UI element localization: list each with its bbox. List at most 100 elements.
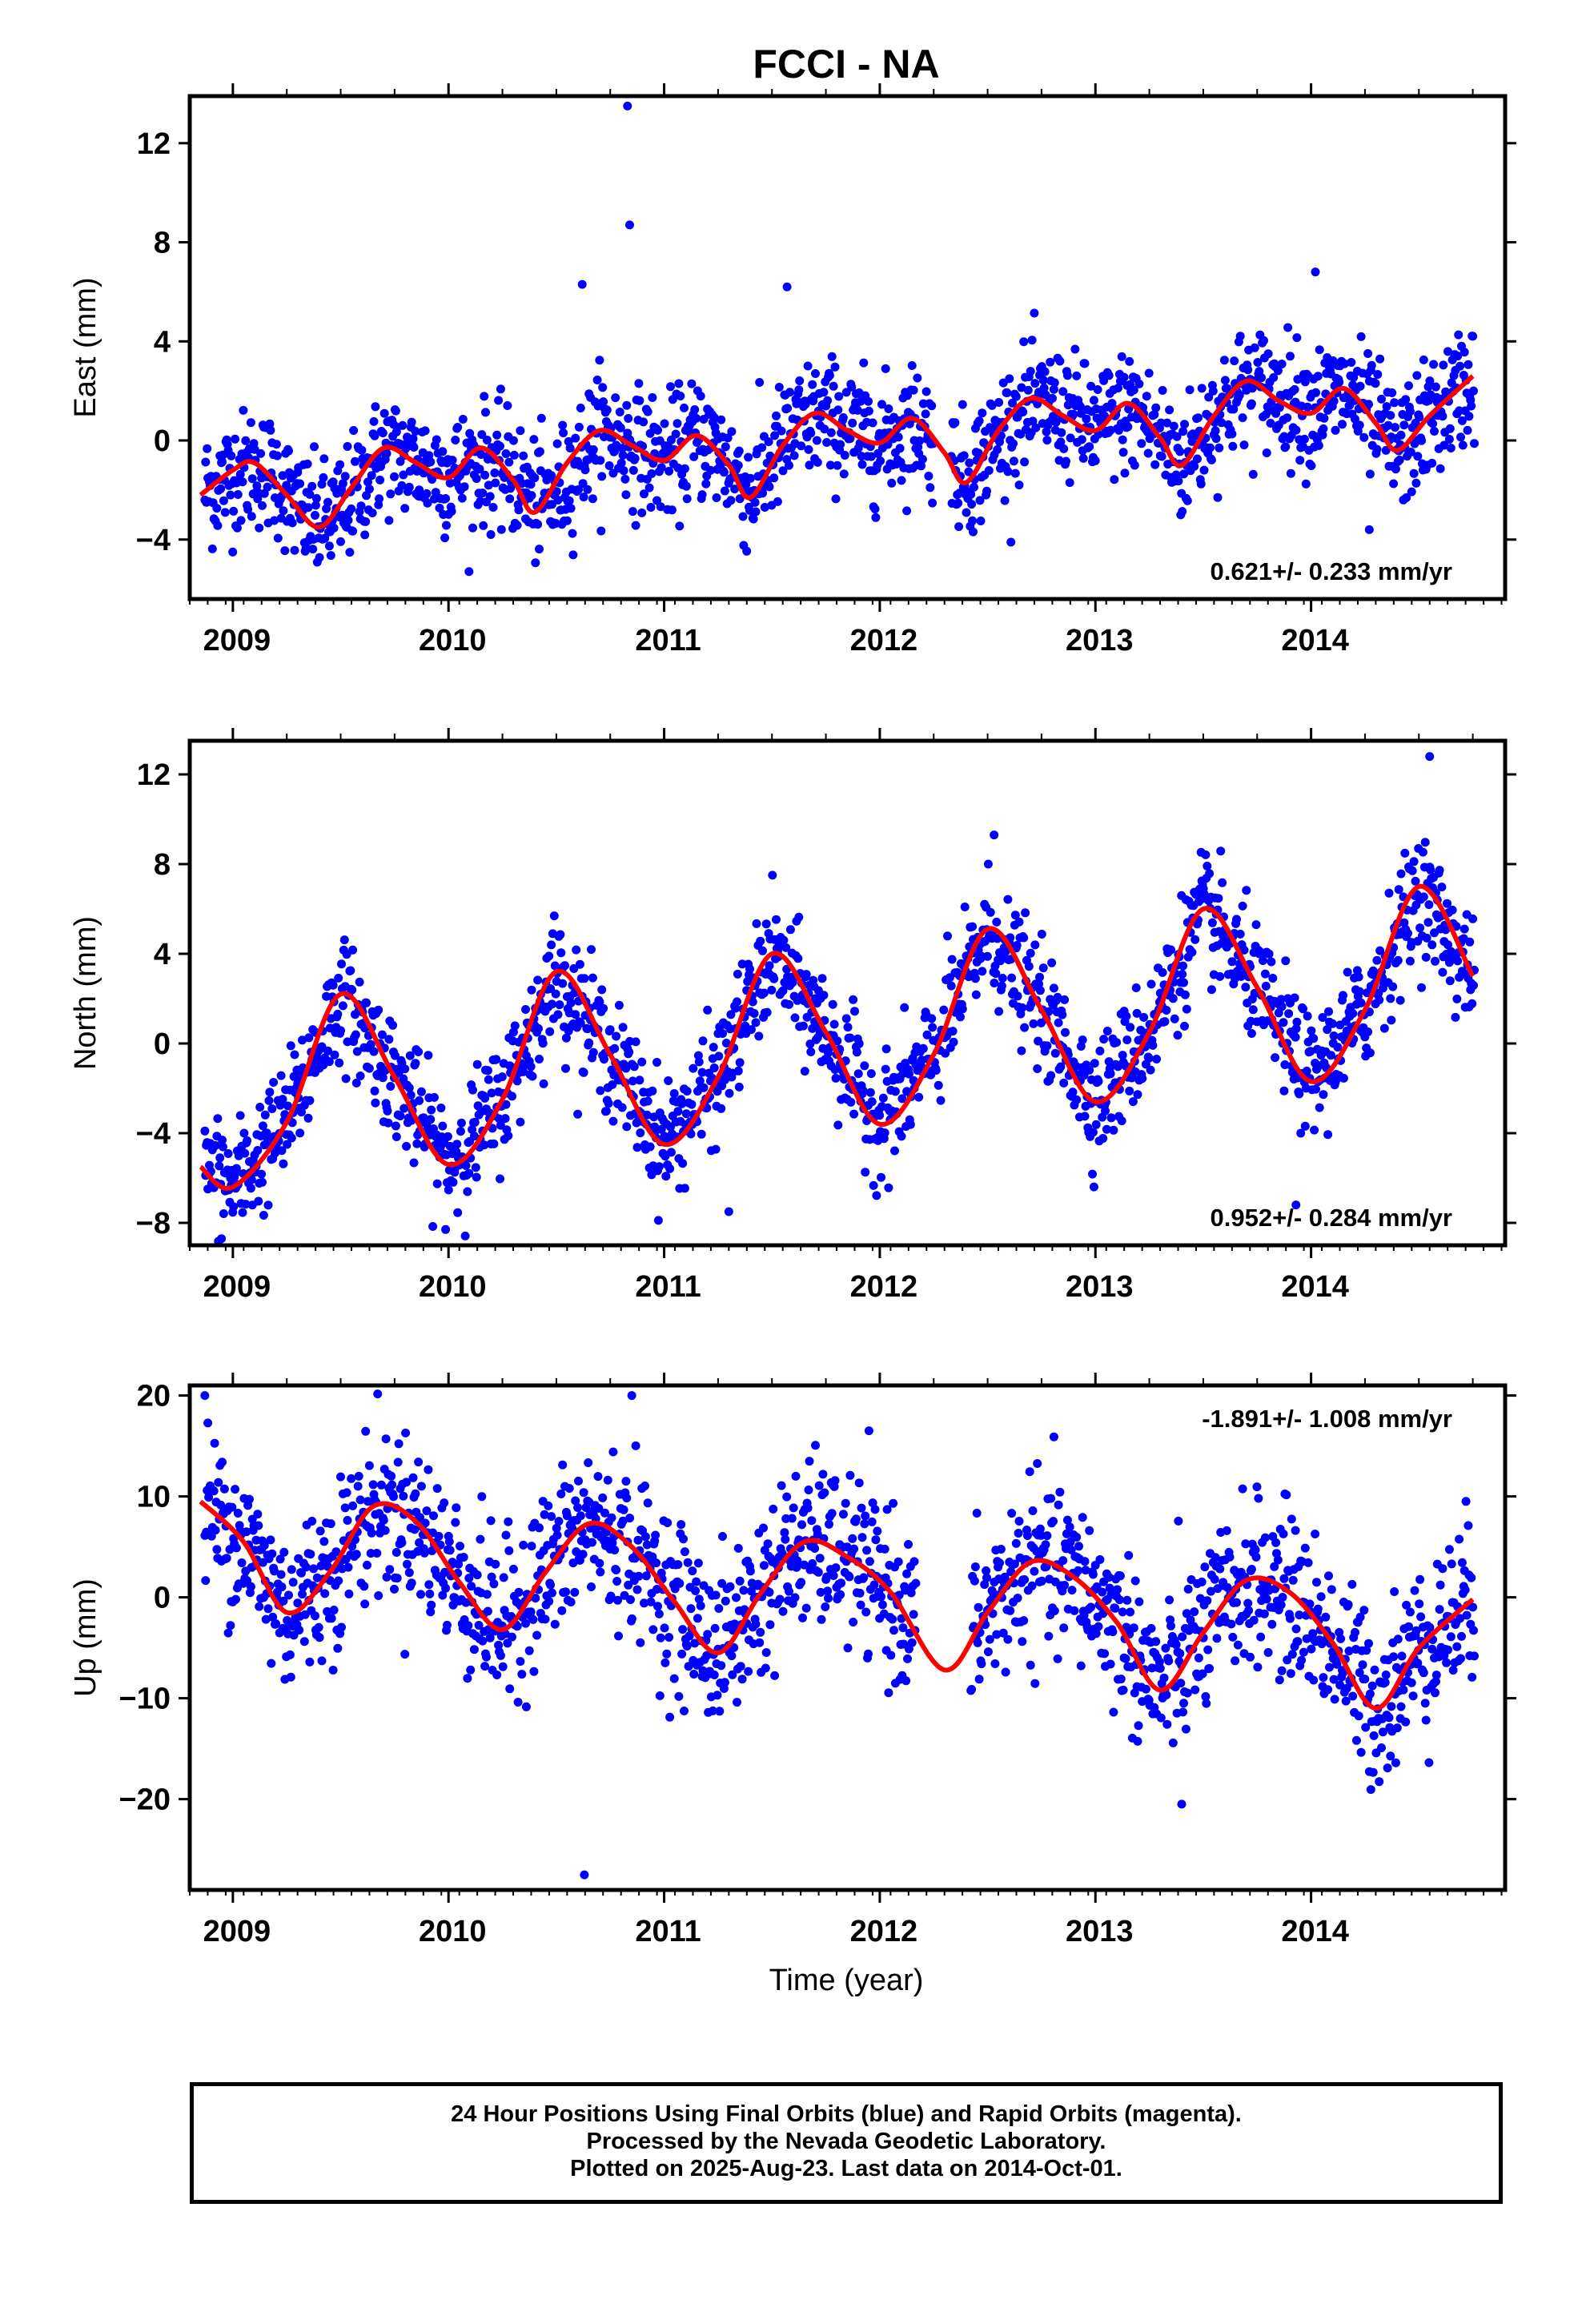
data-point xyxy=(378,428,387,438)
data-point xyxy=(653,1216,663,1225)
data-point xyxy=(1411,478,1421,488)
data-point xyxy=(1295,1089,1304,1099)
data-point xyxy=(1017,383,1026,392)
data-point xyxy=(841,1498,850,1508)
data-point xyxy=(1146,1065,1155,1075)
data-point xyxy=(728,1670,737,1679)
data-point xyxy=(1405,407,1415,416)
data-point xyxy=(1208,386,1218,396)
data-point xyxy=(457,493,467,503)
data-point xyxy=(1228,441,1238,451)
data-point xyxy=(877,1600,887,1610)
data-point xyxy=(290,1050,299,1059)
data-point xyxy=(1179,469,1188,479)
data-point xyxy=(866,1069,876,1079)
data-point xyxy=(1178,427,1188,436)
data-point xyxy=(242,1527,251,1537)
data-point xyxy=(778,466,788,476)
data-point xyxy=(1101,1106,1110,1116)
data-point xyxy=(1042,436,1052,445)
data-point xyxy=(572,945,581,955)
data-point xyxy=(385,1565,395,1574)
data-point xyxy=(508,1564,518,1574)
data-point xyxy=(689,1670,699,1679)
data-point xyxy=(921,387,931,396)
data-point xyxy=(1365,469,1375,479)
data-point xyxy=(675,1578,685,1588)
data-point xyxy=(792,1562,801,1572)
data-point xyxy=(733,1698,741,1707)
data-point xyxy=(508,1632,516,1642)
data-point xyxy=(1020,1023,1030,1032)
data-point xyxy=(811,1441,820,1450)
data-point xyxy=(1286,352,1295,361)
x-tick-label: 2010 xyxy=(419,1270,487,1304)
data-point xyxy=(1062,1515,1072,1525)
data-point xyxy=(974,1602,983,1612)
data-point xyxy=(1078,1513,1087,1522)
data-point xyxy=(915,436,925,445)
data-point xyxy=(1160,1017,1170,1027)
data-point xyxy=(763,1539,773,1549)
data-point xyxy=(808,1023,817,1033)
data-point xyxy=(1391,464,1400,474)
data-point xyxy=(219,1209,228,1218)
data-point xyxy=(1118,1607,1127,1617)
data-point xyxy=(1225,1552,1235,1562)
data-point xyxy=(864,406,873,416)
data-point xyxy=(514,505,524,515)
data-point xyxy=(556,930,565,939)
data-point xyxy=(305,489,315,499)
data-point xyxy=(1453,956,1463,966)
data-point xyxy=(1339,359,1349,368)
data-point xyxy=(448,1177,458,1187)
data-point xyxy=(1041,1540,1050,1550)
data-point xyxy=(334,1576,343,1586)
data-point xyxy=(288,1578,298,1587)
data-point xyxy=(765,961,774,971)
data-point xyxy=(476,1534,485,1544)
data-point xyxy=(1172,432,1182,441)
data-point xyxy=(620,474,630,484)
data-point xyxy=(1134,1721,1143,1731)
data-point xyxy=(227,451,236,460)
data-point xyxy=(595,356,604,365)
data-point xyxy=(209,1486,219,1496)
data-point xyxy=(789,451,799,460)
data-point xyxy=(456,1127,465,1136)
data-point xyxy=(628,507,637,517)
data-point xyxy=(836,1590,845,1599)
data-point xyxy=(324,1057,334,1067)
data-point xyxy=(273,533,283,543)
data-point xyxy=(878,1093,888,1103)
data-point xyxy=(1355,987,1364,996)
data-point xyxy=(1250,343,1259,352)
y-tick-label: 0 xyxy=(154,424,171,458)
data-point xyxy=(1122,1011,1131,1021)
data-point xyxy=(1301,479,1311,489)
data-point xyxy=(1125,1086,1134,1096)
data-point xyxy=(379,1515,388,1525)
data-point xyxy=(367,471,376,480)
data-point xyxy=(721,1039,731,1047)
data-point xyxy=(1272,1549,1281,1558)
data-point xyxy=(806,1047,816,1056)
data-point xyxy=(452,1147,461,1156)
data-point xyxy=(785,460,793,470)
data-point xyxy=(1347,358,1356,367)
data-point xyxy=(685,1631,694,1641)
data-point xyxy=(1318,1013,1327,1022)
data-point xyxy=(1080,359,1090,368)
data-point xyxy=(1007,1509,1017,1518)
data-point xyxy=(1335,377,1344,387)
data-point xyxy=(752,919,761,928)
data-point xyxy=(246,1184,255,1193)
data-point xyxy=(556,1490,566,1498)
data-point xyxy=(1231,1656,1240,1666)
data-point xyxy=(1151,1637,1161,1647)
data-point xyxy=(1313,372,1323,381)
data-point xyxy=(1268,974,1278,983)
data-point xyxy=(654,1609,664,1618)
data-point xyxy=(1271,1538,1281,1547)
data-point xyxy=(1394,885,1403,895)
